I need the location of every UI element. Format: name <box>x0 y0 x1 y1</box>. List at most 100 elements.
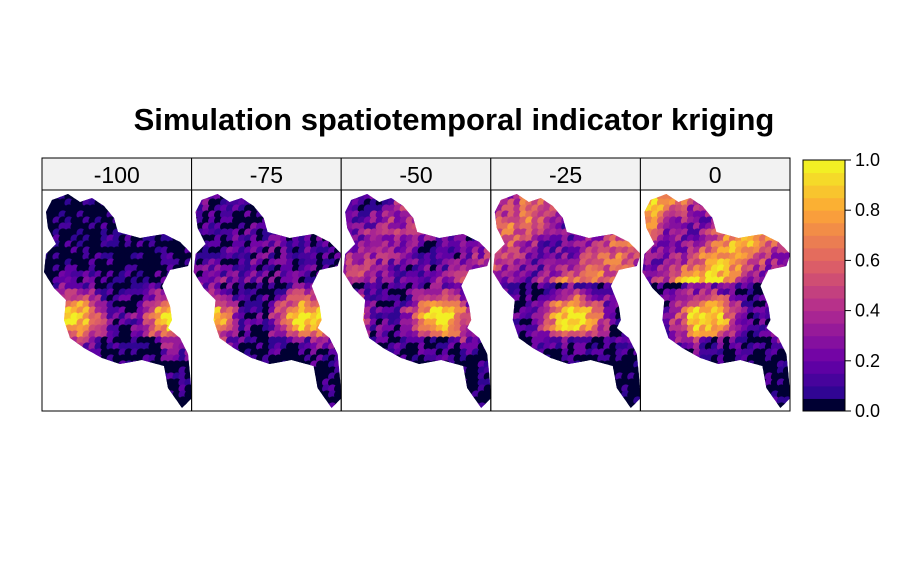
map-cell <box>543 378 553 388</box>
map-cell <box>58 348 68 358</box>
map-cell <box>178 282 188 292</box>
map-cell <box>136 204 146 214</box>
map-cell <box>686 390 696 400</box>
map-cell <box>172 300 182 310</box>
map-cell <box>274 216 284 226</box>
map-cell <box>232 354 242 364</box>
map-cell <box>334 222 342 232</box>
map-cell <box>178 204 188 214</box>
map-cell <box>118 366 128 376</box>
map-cell <box>387 378 397 388</box>
map-cell <box>46 336 56 346</box>
map-cell <box>627 222 637 232</box>
map-cell <box>226 384 236 394</box>
map-cell <box>58 402 68 408</box>
map-cell <box>627 324 637 334</box>
map-cell <box>501 354 511 364</box>
map-cell <box>656 348 666 358</box>
map-cell <box>477 204 487 214</box>
map-cell <box>477 282 487 292</box>
map-cell <box>734 360 744 370</box>
map-cell <box>776 294 786 304</box>
map-cell <box>501 402 511 408</box>
map-cell <box>351 366 361 376</box>
colorbar-tick-label: 0.2 <box>855 351 880 371</box>
map-cell <box>531 402 541 408</box>
map-cell <box>621 282 631 292</box>
map-cell <box>393 396 403 406</box>
map-cell <box>591 216 601 226</box>
map-cell <box>453 384 463 394</box>
map-cell <box>52 306 62 316</box>
map-cell <box>208 366 218 376</box>
map-cell <box>268 216 278 226</box>
map-cell <box>621 204 631 214</box>
map-cell <box>100 390 110 400</box>
map-cell <box>106 408 115 417</box>
map-cell <box>740 222 750 232</box>
map-cell <box>298 216 308 226</box>
map-cell <box>405 396 415 406</box>
map-cell <box>334 336 342 346</box>
map-cell <box>136 228 146 238</box>
map-cell <box>435 194 445 202</box>
map-cell <box>621 294 631 304</box>
map-cell <box>663 408 672 417</box>
map-cell <box>429 372 439 382</box>
map-cell <box>124 366 134 376</box>
map-cell <box>393 390 403 400</box>
map-cell <box>561 408 570 417</box>
map-cell <box>220 402 230 408</box>
map-cell <box>513 348 523 358</box>
map-cell <box>716 216 726 226</box>
map-cell <box>345 318 355 328</box>
map-cell <box>286 228 296 238</box>
map-cell <box>585 396 595 406</box>
map-cell <box>70 354 80 364</box>
map-cell <box>46 312 56 322</box>
map-cell <box>776 312 786 322</box>
map-cell <box>471 282 481 292</box>
map-cell <box>136 402 146 408</box>
map-cell <box>567 384 577 394</box>
map-cell <box>627 288 637 298</box>
map-cell <box>250 366 260 376</box>
map-cell <box>525 402 535 408</box>
map-cell <box>334 276 342 286</box>
map-cell <box>537 384 547 394</box>
map-cell <box>292 402 302 408</box>
map-cell <box>573 384 583 394</box>
map-cell <box>220 360 230 370</box>
panel-strip <box>191 157 342 191</box>
map-cell <box>286 384 296 394</box>
map-cell <box>232 390 242 400</box>
map-cell <box>369 348 379 358</box>
map-cell <box>423 204 433 214</box>
map-cell <box>250 396 260 406</box>
map-cell <box>483 204 492 214</box>
map-cell <box>106 378 116 388</box>
map-cell <box>142 204 152 214</box>
map-cell <box>154 396 164 406</box>
map-cell <box>435 222 445 232</box>
map-cell <box>405 384 415 394</box>
map-cell <box>435 210 445 220</box>
map-cell <box>686 396 696 406</box>
map-cell <box>406 408 415 417</box>
map-cell <box>734 390 744 400</box>
map-cell <box>704 396 714 406</box>
map-cell <box>429 366 439 376</box>
map-cell <box>345 336 355 346</box>
map-cell <box>621 306 631 316</box>
map-cell <box>603 402 613 408</box>
map-cell <box>351 300 361 310</box>
map-cell <box>172 270 182 280</box>
map-cell <box>184 270 192 280</box>
map-cell <box>621 318 631 328</box>
map-cell <box>471 312 481 322</box>
map-cell <box>441 390 451 400</box>
map-cell <box>662 384 672 394</box>
map-cell <box>351 390 361 400</box>
map-cell <box>447 378 457 388</box>
map-cell <box>668 402 679 408</box>
